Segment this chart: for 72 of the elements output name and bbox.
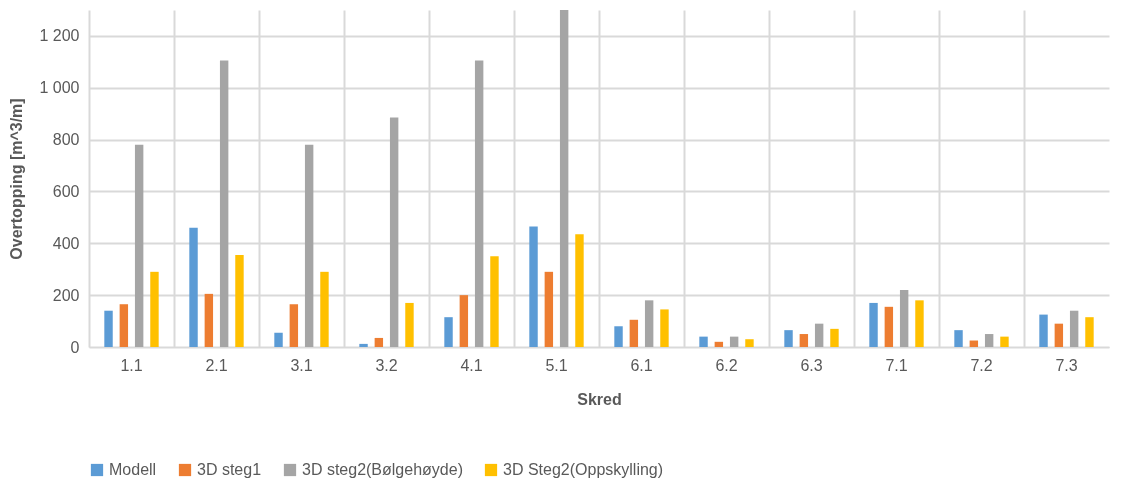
bar <box>915 300 924 347</box>
x-tick-label: 6.3 <box>800 356 823 374</box>
x-tick-label: 5.1 <box>545 356 568 374</box>
x-tick-label: 2.1 <box>205 356 228 374</box>
bar <box>559 10 569 347</box>
bar <box>274 332 283 347</box>
bar <box>644 300 654 347</box>
x-tick-label: 7.2 <box>970 356 993 374</box>
legend-label: Modell <box>109 461 157 478</box>
x-tick-label: 4.1 <box>460 356 483 374</box>
bar <box>1085 317 1094 347</box>
x-tick-label: 6.2 <box>715 356 738 374</box>
legend-label: 3D steg1 <box>197 461 262 478</box>
bar <box>119 304 129 347</box>
bar <box>745 339 754 347</box>
bar <box>899 289 909 347</box>
bar <box>799 334 809 347</box>
bar <box>104 310 113 347</box>
x-tick-label: 6.1 <box>630 356 653 374</box>
bar <box>784 330 793 347</box>
bar <box>320 271 329 347</box>
x-tick-label: 3.1 <box>290 356 313 374</box>
bar <box>614 326 623 347</box>
bar <box>444 317 453 347</box>
bar <box>374 337 384 347</box>
bar <box>389 117 399 347</box>
bar <box>660 309 669 347</box>
bar <box>204 293 214 347</box>
y-tick-label: 600 <box>52 182 80 200</box>
bar <box>134 144 144 347</box>
legend-label: 3D Steg2(Oppskylling) <box>503 461 664 478</box>
bar <box>474 60 484 347</box>
bar <box>575 234 584 347</box>
legend-label: 3D steg2(Bølgehøyde) <box>302 461 463 478</box>
bar <box>219 60 229 347</box>
x-tick-label: 3.2 <box>375 356 398 374</box>
bar <box>714 341 724 347</box>
x-axis-title: Skred <box>577 390 622 408</box>
bar <box>189 227 198 347</box>
y-tick-label: 0 <box>70 338 80 356</box>
bar <box>529 226 538 347</box>
y-tick-label: 1 000 <box>39 79 80 97</box>
bar <box>1054 323 1064 347</box>
bar <box>954 330 963 347</box>
bar <box>490 256 499 347</box>
bar <box>629 319 639 347</box>
x-tick-label: 1.1 <box>120 356 143 374</box>
bar <box>1039 314 1048 347</box>
y-tick-label: 1 200 <box>39 27 80 45</box>
bar <box>405 302 414 347</box>
bar <box>459 295 469 347</box>
bar <box>359 343 368 347</box>
bar <box>1069 310 1079 347</box>
y-axis-title: Overtopping [m^3/m] <box>8 98 26 260</box>
bar <box>830 328 839 347</box>
bar <box>984 334 994 347</box>
x-tick-label: 7.1 <box>885 356 908 374</box>
y-tick-label: 800 <box>52 131 80 149</box>
bar <box>235 254 244 347</box>
bar <box>699 336 708 347</box>
bar <box>814 323 824 347</box>
bar <box>1000 336 1009 347</box>
bar <box>884 306 894 347</box>
y-tick-label: 200 <box>52 286 80 304</box>
y-tick-label: 400 <box>52 234 80 252</box>
bar <box>544 271 554 347</box>
bar <box>150 271 159 347</box>
x-tick-label: 7.3 <box>1055 356 1078 374</box>
bar <box>869 302 878 347</box>
bar <box>304 144 314 347</box>
bar <box>289 304 299 347</box>
bar <box>729 336 739 347</box>
